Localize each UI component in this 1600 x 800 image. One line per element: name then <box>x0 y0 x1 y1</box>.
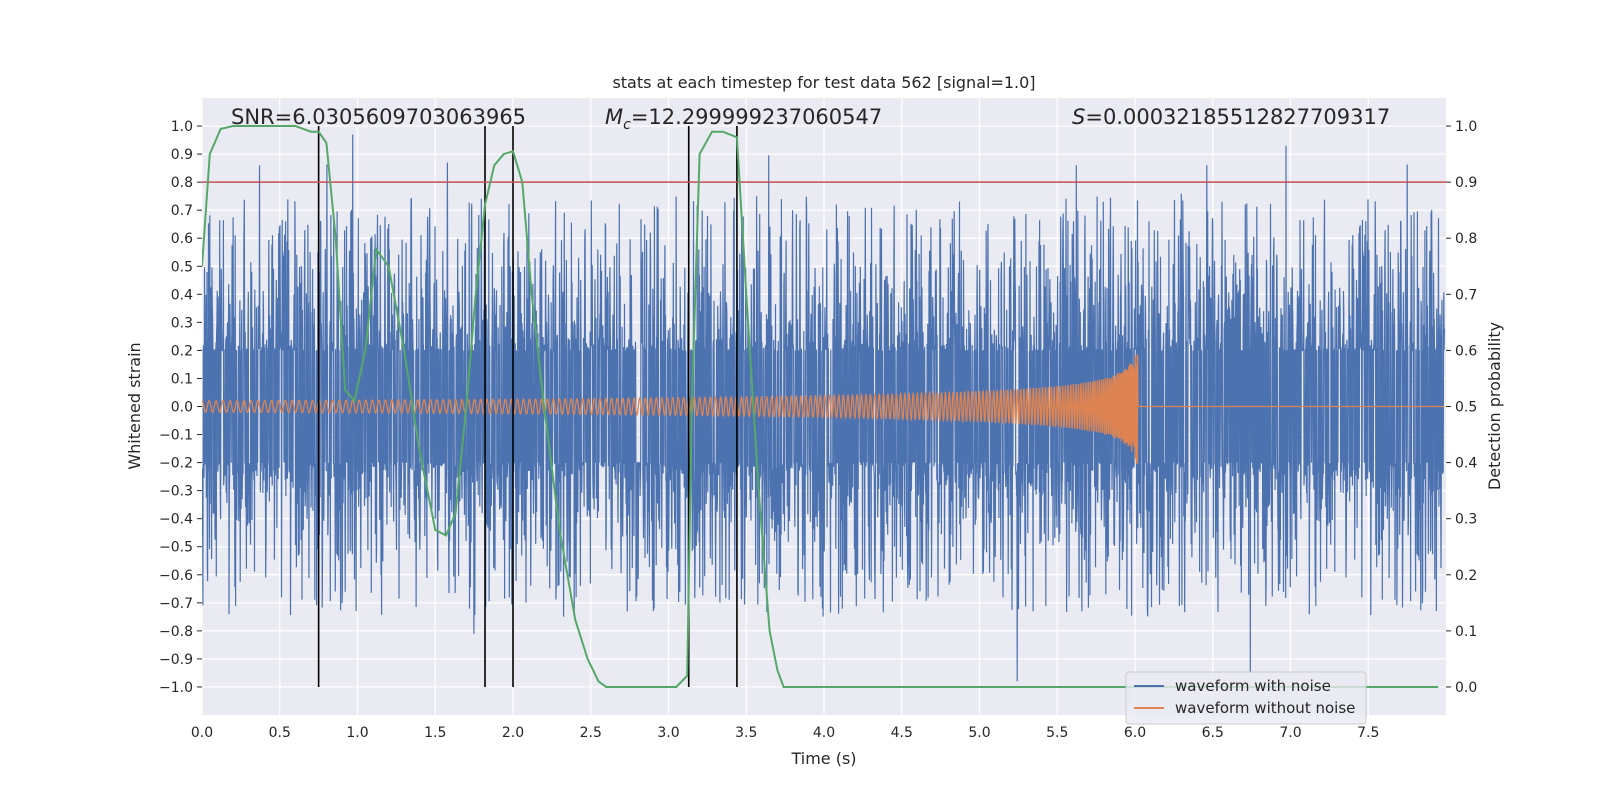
y-tick-label: 0.0 <box>171 400 193 416</box>
y-tick-label: 0.4 <box>171 287 193 303</box>
x-axis-label: Time (s) <box>790 749 856 768</box>
chirp-mass-subscript: c <box>623 117 631 133</box>
y2-tick-label: 0.7 <box>1455 287 1477 303</box>
chirp-mass-annotation: Mc=12.299999237060547 <box>605 105 882 133</box>
y-tick-label: 1.0 <box>171 119 193 135</box>
probability-line <box>202 125 1439 688</box>
y-tick-label: −0.2 <box>159 456 193 472</box>
y-tick-label: 0.9 <box>171 147 193 163</box>
x-tick-label: 3.5 <box>735 725 757 741</box>
x-tick-label: 0.0 <box>191 725 213 741</box>
series-detection-probability <box>202 125 1439 688</box>
series-waveform-without-noise <box>202 354 1445 465</box>
s-annotation: S=0.00032185512827709317 <box>1072 105 1390 129</box>
y2-tick-label: 0.9 <box>1455 175 1477 191</box>
legend-box <box>1125 671 1367 725</box>
y2-tick-label: 0.5 <box>1455 400 1477 416</box>
y-axis-ticks: 1.0 0.9 0.8 0.7 0.6 0.5 0.4 0.3 0.2 0.1 0.0 −0.1 −0.… <box>159 119 202 696</box>
y2-axis-ticks: 1.0 0.9 0.8 0.7 0.6 0.5 0.4 0.3 0.2 0.1 0.0 <box>1446 119 1477 696</box>
x-tick-label: 3.0 <box>657 725 679 741</box>
y-tick-label: 0.3 <box>171 315 193 331</box>
x-tick-label: 2.5 <box>580 725 602 741</box>
s-value: =0.00032185512827709317 <box>1085 105 1390 129</box>
x-tick-label: 7.0 <box>1279 725 1301 741</box>
legend: waveform with noise waveform without noi… <box>1125 671 1367 725</box>
y-tick-label: 0.8 <box>171 175 193 191</box>
snr-annotation: SNR=6.0305609703063965 <box>231 105 526 129</box>
y-axis-label: Whitened strain <box>125 342 144 469</box>
chirp-mass-symbol: M <box>605 105 623 129</box>
x-tick-label: 1.0 <box>346 725 368 741</box>
x-tick-label: 4.0 <box>813 725 835 741</box>
s-symbol: S <box>1072 105 1085 129</box>
y-tick-label: −0.7 <box>159 596 193 612</box>
y-tick-label: −0.6 <box>159 568 193 584</box>
y2-tick-label: 0.0 <box>1455 680 1477 696</box>
x-tick-label: 4.5 <box>891 725 913 741</box>
clean-line <box>202 354 1445 465</box>
y2-tick-label: 0.2 <box>1455 568 1477 584</box>
y-tick-label: 0.6 <box>171 231 193 247</box>
legend-label-noise: waveform with noise <box>1175 677 1331 695</box>
y-tick-label: −1.0 <box>159 680 193 696</box>
y-tick-label: −0.1 <box>159 428 193 444</box>
y-tick-label: −0.5 <box>159 540 193 556</box>
x-axis-ticks: 0.0 0.5 1.0 1.5 2.0 2.5 3.0 3.5 4.0 4.5 5.0 5.5 6.0 6… <box>191 725 1380 741</box>
y-tick-label: −0.9 <box>159 652 193 668</box>
y-tick-label: 0.2 <box>171 343 193 359</box>
y2-tick-label: 1.0 <box>1455 119 1477 135</box>
y2-tick-label: 0.8 <box>1455 231 1477 247</box>
x-tick-label: 2.0 <box>502 725 524 741</box>
y2-tick-label: 0.3 <box>1455 512 1477 528</box>
x-tick-label: 7.5 <box>1357 725 1379 741</box>
y-tick-label: −0.4 <box>159 512 193 528</box>
x-tick-label: 5.5 <box>1046 725 1068 741</box>
y2-tick-label: 0.4 <box>1455 456 1477 472</box>
y-tick-label: 0.1 <box>171 371 193 387</box>
y-tick-label: 0.5 <box>171 259 193 275</box>
y2-tick-label: 0.1 <box>1455 624 1477 640</box>
legend-label-clean: waveform without noise <box>1175 699 1355 717</box>
x-tick-label: 5.0 <box>968 725 990 741</box>
x-tick-label: 6.0 <box>1124 725 1146 741</box>
x-tick-label: 6.5 <box>1202 725 1224 741</box>
chirp-mass-value: =12.299999237060547 <box>631 105 882 129</box>
y2-tick-label: 0.6 <box>1455 343 1477 359</box>
chart-title: stats at each timestep for test data 562… <box>612 73 1035 92</box>
y-tick-label: −0.8 <box>159 624 193 640</box>
x-tick-label: 1.5 <box>424 725 446 741</box>
y2-axis-label: Detection probability <box>1485 322 1504 490</box>
y-tick-label: −0.3 <box>159 484 193 500</box>
y-tick-label: 0.7 <box>171 203 193 219</box>
x-tick-label: 0.5 <box>269 725 291 741</box>
